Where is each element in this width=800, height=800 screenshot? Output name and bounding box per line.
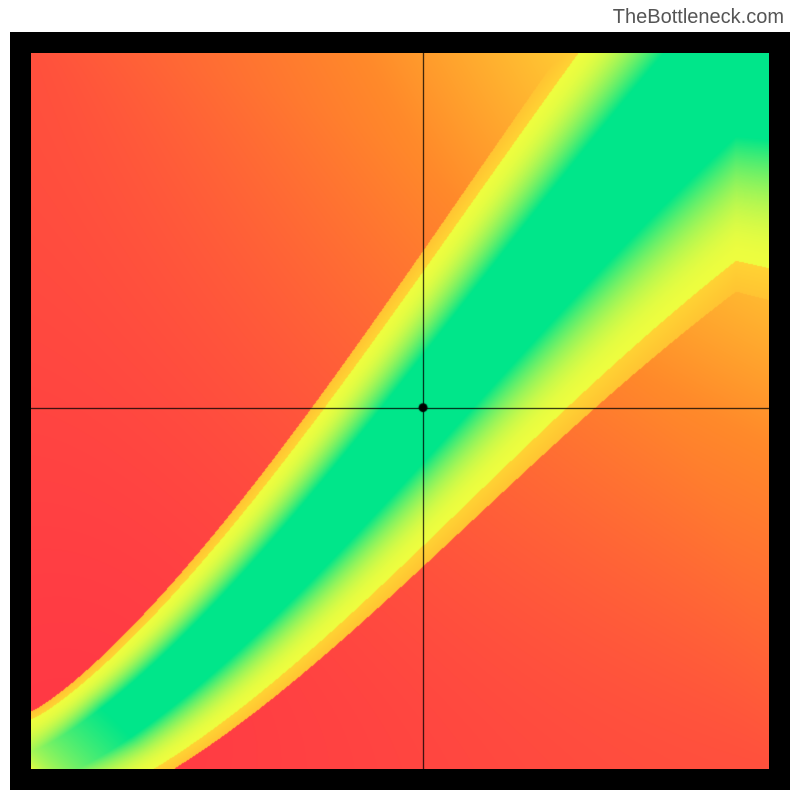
crosshair-overlay <box>31 53 769 769</box>
chart-frame <box>10 32 790 790</box>
attribution-label: TheBottleneck.com <box>613 6 784 29</box>
chart-container: TheBottleneck.com <box>0 0 800 800</box>
